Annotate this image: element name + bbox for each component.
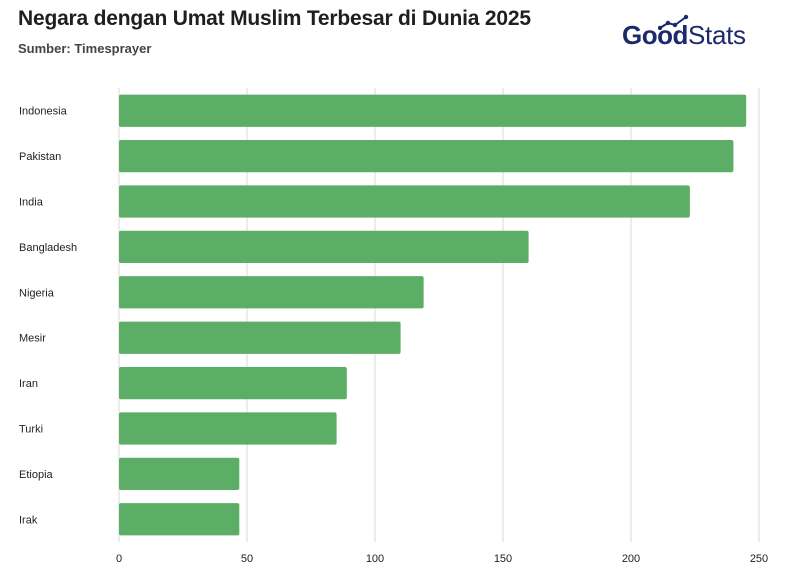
bar: [119, 412, 337, 445]
bar: [119, 139, 734, 173]
x-tick-label: 0: [116, 553, 122, 565]
bar: [119, 503, 240, 536]
category-label: Turki: [19, 424, 43, 436]
x-tick-label: 200: [622, 553, 640, 565]
category-label: Bangladesh: [19, 242, 77, 254]
bar: [119, 366, 347, 400]
page-title: Negara dengan Umat Muslim Terbesar di Du…: [18, 7, 531, 30]
x-tick-label: 50: [241, 553, 253, 565]
source-subtitle: Sumber: Timesprayer: [18, 41, 152, 56]
category-label: Nigeria: [19, 287, 55, 299]
x-tick-label: 150: [494, 553, 512, 565]
bar: [119, 457, 240, 491]
bar: [119, 321, 401, 354]
x-tick-label: 250: [750, 553, 768, 565]
category-label: Irak: [19, 514, 38, 526]
category-label: Indonesia: [19, 106, 68, 118]
category-label: Mesir: [19, 333, 46, 345]
category-label: Pakistan: [19, 151, 61, 163]
bar-chart: 0 50 100 150 200 250 Indonesia Pakistan India Ban…: [19, 88, 768, 565]
category-label: Etiopia: [19, 469, 54, 481]
trend-line-icon: [658, 14, 689, 30]
bar: [119, 185, 690, 218]
category-label: India: [19, 197, 44, 209]
bar: [119, 230, 529, 264]
category-label: Iran: [19, 378, 38, 390]
x-tick-label: 100: [366, 553, 384, 565]
bar: [119, 276, 424, 309]
goodstats-logo: Good Stats: [622, 14, 762, 54]
logo-text-good: Good: [622, 20, 688, 50]
bar: [119, 94, 747, 127]
logo-text-stats: Stats: [688, 20, 746, 50]
